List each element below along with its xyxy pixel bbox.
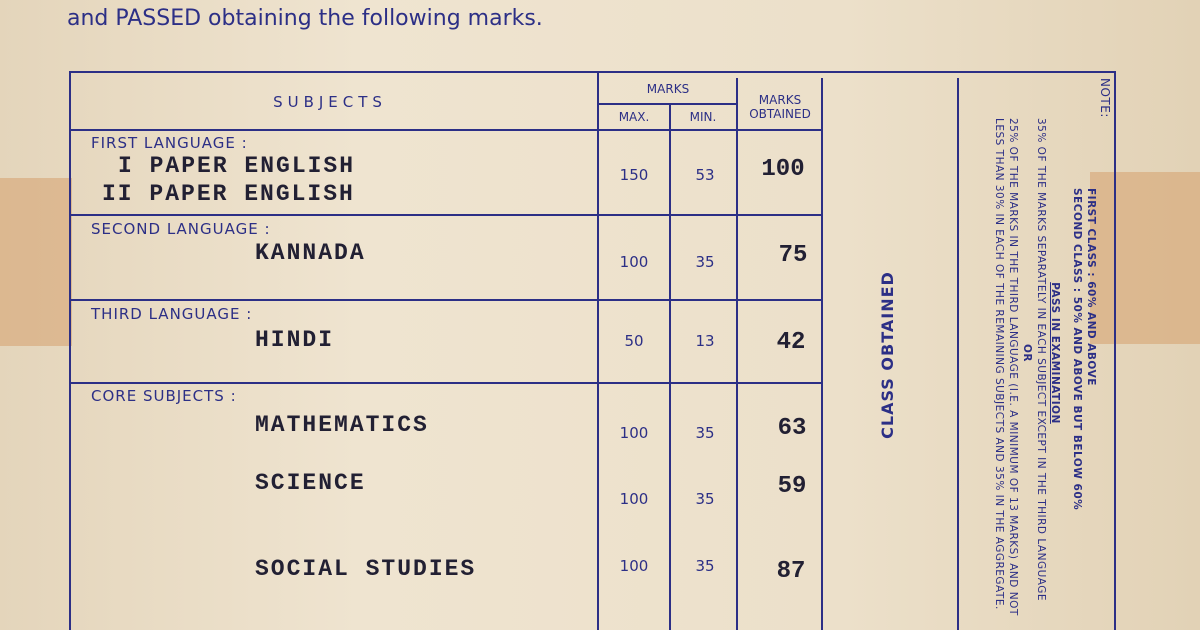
header-subjects: SUBJECTS (273, 93, 387, 111)
min-marks: 35 (695, 490, 715, 508)
max-marks: 100 (619, 557, 649, 575)
intro: and PASSED obtaining the following marks… (67, 6, 543, 31)
header-min: MIN. (689, 110, 717, 124)
subject: MATHEMATICS (255, 412, 429, 438)
tape (1090, 172, 1200, 344)
marks-obtained: 87 (776, 558, 806, 585)
note-rule: 25% OF THE MARKS IN THE THIRD LANGUAGE (… (993, 118, 1019, 616)
max-marks: 100 (619, 490, 649, 508)
max-marks: 150 (619, 166, 649, 184)
note-pass-title: PASS IN EXAMINATION (1049, 282, 1061, 424)
note-first-class: FIRST CLASS : 60% AND ABOVE (1085, 188, 1097, 386)
subject: HINDI (255, 327, 335, 353)
subject: SCIENCE (255, 470, 366, 496)
marks-obtained: 59 (777, 473, 807, 500)
note: NOTE: FIRST CLASS : 60% AND ABOVE SECOND… (962, 78, 1112, 628)
group-label: CORE SUBJECTS : (91, 387, 237, 405)
min-marks: 53 (695, 166, 715, 184)
note-label: NOTE: (1098, 78, 1112, 118)
group-label: THIRD LANGUAGE : (91, 305, 253, 323)
group-label: SECOND LANGUAGE : (91, 220, 271, 238)
group-label: FIRST LANGUAGE : (91, 134, 248, 152)
header-marks: MARKS (646, 82, 690, 96)
subject: II PAPER ENGLISH (102, 181, 355, 207)
header-max: MAX. (618, 110, 650, 124)
header-obtained: MARKS OBTAINED (749, 93, 811, 121)
min-marks: 35 (695, 557, 715, 575)
note-rule: 35% OF THE MARKS SEPARATELY IN EACH SUBJ… (1035, 118, 1047, 602)
subject: I PAPER ENGLISH (118, 153, 356, 179)
note-second-class: SECOND CLASS : 50% AND ABOVE BUT BELOW 6… (1071, 188, 1083, 511)
max-marks: 100 (619, 424, 649, 442)
min-marks: 35 (695, 424, 715, 442)
min-marks: 35 (695, 253, 715, 271)
marks-obtained: 63 (777, 415, 807, 442)
note-or: OR (1021, 343, 1033, 362)
marks-obtained: 42 (776, 329, 806, 356)
marks-obtained: 75 (778, 242, 808, 269)
class-obtained: CLASS OBTAINED (878, 271, 897, 439)
subject: SOCIAL STUDIES (255, 556, 477, 582)
min-marks: 13 (695, 332, 715, 350)
marks-obtained: 100 (761, 156, 805, 183)
max-marks: 50 (624, 332, 644, 350)
tape (0, 178, 72, 346)
max-marks: 100 (619, 253, 649, 271)
subject: KANNADA (255, 240, 366, 266)
